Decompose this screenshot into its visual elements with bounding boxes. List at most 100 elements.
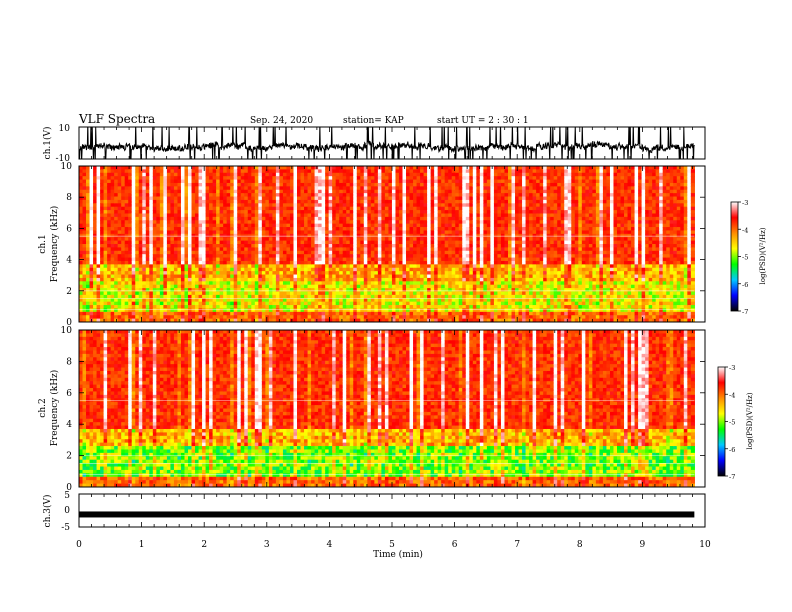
spectrogram-cell xyxy=(388,274,393,279)
spectrogram-cell xyxy=(107,274,112,279)
spectrogram-cell xyxy=(381,288,386,293)
spectrogram-cell xyxy=(96,210,101,215)
spectrogram-cell xyxy=(110,230,115,235)
spectrogram-cell xyxy=(237,199,242,204)
spectrogram-cell xyxy=(353,220,358,225)
spectrogram-cell xyxy=(258,318,263,322)
spectrogram-cell xyxy=(293,166,298,170)
spectrogram-cell xyxy=(353,213,358,218)
spectrogram-cell xyxy=(86,291,91,296)
spectrogram-cell xyxy=(138,315,143,320)
spectrogram-cell xyxy=(349,250,354,255)
spectrogram-cell xyxy=(335,220,340,225)
spectrogram-cell xyxy=(254,237,259,242)
spectrogram-cell xyxy=(198,240,203,245)
spectrogram-cell xyxy=(163,169,168,174)
spectrogram-cell xyxy=(82,277,87,282)
spectrogram-cell xyxy=(135,230,140,235)
spectrogram-cell xyxy=(395,186,400,191)
spectrogram-cell xyxy=(156,311,161,316)
spectrogram-cell xyxy=(258,203,263,208)
spectrogram-cell xyxy=(441,308,446,313)
spectrogram-cell xyxy=(244,240,249,245)
spectrogram-cell xyxy=(286,288,291,293)
spectrogram-cell xyxy=(86,189,91,194)
spectrogram-cell xyxy=(170,196,175,201)
spectrogram-cell xyxy=(448,288,453,293)
spectrogram-cell xyxy=(216,176,221,181)
spectrogram-cell xyxy=(240,193,245,198)
spectrogram-cell xyxy=(89,172,94,177)
spectrogram-cell xyxy=(325,318,330,322)
spectrogram-cell xyxy=(293,196,298,201)
spectrogram-cell xyxy=(212,277,217,282)
spectrogram-cell xyxy=(117,308,122,313)
spectrogram-cell xyxy=(184,284,189,289)
spectrogram-cell xyxy=(219,277,224,282)
spectrogram-cell xyxy=(349,189,354,194)
spectrogram-cell xyxy=(413,176,418,181)
spectrogram-cell xyxy=(335,203,340,208)
spectrogram-cell xyxy=(353,284,358,289)
spectrogram-cell xyxy=(434,220,439,225)
spectrogram-cell xyxy=(279,257,284,262)
spectrogram-cell xyxy=(230,264,235,269)
spectrogram-cell xyxy=(346,172,351,177)
spectrogram-cell xyxy=(258,189,263,194)
spectrogram-cell xyxy=(216,186,221,191)
spectrogram-cell xyxy=(212,250,217,255)
spectrogram-cell xyxy=(173,216,179,221)
spectrogram-cell xyxy=(163,199,168,204)
spectrogram-cell xyxy=(233,271,238,276)
spectrogram-cell xyxy=(180,240,186,245)
spectrogram-cell xyxy=(166,169,172,174)
spectrogram-cell xyxy=(135,189,140,194)
spectrogram-cell xyxy=(268,216,273,221)
spectrogram-cell xyxy=(135,203,140,208)
spectrogram-cell xyxy=(413,315,418,320)
spectrogram-cell xyxy=(100,210,105,215)
spectrogram-cell xyxy=(328,227,333,232)
spectrogram-cell xyxy=(416,182,421,187)
spectrogram-cell xyxy=(226,291,231,296)
spectrogram-cell xyxy=(409,179,414,184)
spectrogram-cell xyxy=(339,172,344,177)
spectrogram-cell xyxy=(391,288,397,293)
spectrogram-cell xyxy=(293,301,298,306)
spectrogram-cell xyxy=(117,203,122,208)
spectrogram-cell xyxy=(430,210,435,215)
spectrogram-cell xyxy=(370,291,375,296)
spectrogram-cell xyxy=(223,216,228,221)
spectrogram-cell xyxy=(209,308,214,313)
spectrogram-cell xyxy=(289,206,295,211)
spectrogram-cell xyxy=(346,186,351,191)
spectrogram-cell xyxy=(219,247,224,252)
spectrogram-cell xyxy=(395,318,400,322)
spectrogram-cell xyxy=(388,179,393,184)
spectrogram-cell xyxy=(149,281,154,286)
spectrogram-cell xyxy=(198,206,203,211)
spectrogram-cell xyxy=(152,210,157,215)
spectrogram-cell xyxy=(304,244,309,248)
spectrogram-cell xyxy=(441,315,446,320)
spectrogram-cell xyxy=(254,298,259,303)
spectrogram-cell xyxy=(226,230,231,235)
spectrogram-cell xyxy=(300,294,305,299)
spectrogram-cell xyxy=(149,227,154,232)
spectrogram-cell xyxy=(265,250,270,255)
spectrogram-cell xyxy=(448,301,453,306)
spectrogram-cell xyxy=(413,172,418,177)
spectrogram-cell xyxy=(434,281,439,286)
spectrogram-cell xyxy=(202,264,207,269)
spectrogram-cell xyxy=(293,294,298,299)
spectrogram-cell xyxy=(279,169,284,174)
spectrogram-cell xyxy=(293,284,298,289)
spectrogram-cell xyxy=(145,244,150,248)
spectrogram-cell xyxy=(328,247,333,252)
spectrogram-cell xyxy=(121,166,126,170)
spectrogram-cell xyxy=(282,298,288,303)
spectrogram-cell xyxy=(346,193,351,198)
spectrogram-cell xyxy=(406,189,411,194)
spectrogram-cell xyxy=(184,294,189,299)
spectrogram-cell xyxy=(360,210,365,215)
